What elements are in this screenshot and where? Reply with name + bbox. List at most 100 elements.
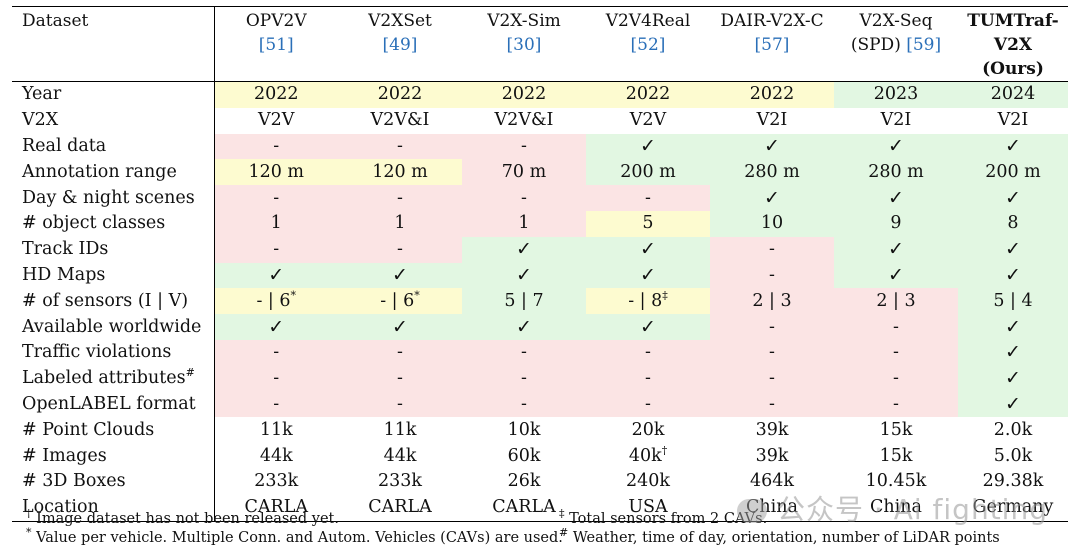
col-ref-link[interactable]: [51] bbox=[258, 35, 294, 55]
check-icon: ✓ bbox=[958, 185, 1068, 211]
table-cell: 2022 bbox=[462, 81, 586, 108]
table-cell: - bbox=[338, 391, 462, 418]
table-cell: 233k bbox=[214, 469, 338, 495]
row-label: HD Maps bbox=[12, 262, 215, 289]
table-cell: 240k bbox=[586, 469, 710, 495]
cell-value: 5 | 7 bbox=[504, 290, 544, 311]
table-cell: 464k bbox=[710, 469, 834, 495]
table-cell: - bbox=[338, 365, 462, 392]
watermark: 公众号 · Ai fighting bbox=[737, 488, 1048, 528]
cell-value: 2.0k bbox=[993, 419, 1033, 440]
table-cell: - bbox=[462, 391, 586, 418]
row-label-text: OpenLABEL format bbox=[22, 393, 196, 414]
cell-value: ✓ bbox=[392, 315, 408, 338]
check-icon: ✓ bbox=[958, 133, 1068, 160]
table-cell: 233k bbox=[338, 469, 462, 495]
cell-value: 240k bbox=[625, 471, 670, 492]
check-icon: ✓ bbox=[834, 262, 958, 289]
cell-value: 2023 bbox=[873, 84, 919, 105]
check-icon: ✓ bbox=[710, 185, 834, 211]
row-label-text: Traffic violations bbox=[22, 342, 172, 363]
cell-value: 1 bbox=[518, 213, 530, 234]
cell-value: 233k bbox=[254, 471, 299, 492]
cell-value: 2022 bbox=[253, 84, 299, 105]
cell-value: 200 m bbox=[985, 161, 1041, 182]
cell-value: ✓ bbox=[1005, 341, 1021, 364]
table-cell: 120 m bbox=[214, 159, 338, 186]
cell-value: V2V&I bbox=[494, 110, 554, 131]
col-ref-link[interactable]: [49] bbox=[382, 35, 418, 55]
table-cell: 11k bbox=[338, 417, 462, 443]
cell-value: ✓ bbox=[1005, 263, 1021, 286]
cell-value: ✓ bbox=[1005, 367, 1021, 390]
cell-value: 70 m bbox=[501, 161, 547, 182]
check-icon: ✓ bbox=[586, 314, 710, 340]
row-label-text: # object classes bbox=[22, 213, 166, 234]
cell-value: V2I bbox=[997, 110, 1029, 131]
cell-value: - bbox=[769, 368, 775, 389]
table-cell: - bbox=[214, 365, 338, 392]
cell-value: - bbox=[521, 187, 527, 208]
table-cell: V2I bbox=[710, 108, 834, 134]
cell-value: ✓ bbox=[1005, 315, 1021, 338]
row-label: Location bbox=[12, 494, 215, 522]
table-cell: - bbox=[710, 365, 834, 392]
col-ref-link[interactable]: [30] bbox=[506, 35, 542, 55]
footnote-star: * Value per vehicle. Multiple Conn. and … bbox=[26, 527, 563, 546]
cell-value: ✓ bbox=[1005, 238, 1021, 261]
cell-value: - bbox=[397, 342, 403, 363]
cell-value: - | 8 bbox=[628, 290, 663, 311]
cell-value: ✓ bbox=[888, 134, 904, 157]
col-name: V2X-Seq (SPD) bbox=[850, 11, 933, 55]
footnote-dagger: † Image dataset has not been released ye… bbox=[26, 508, 339, 527]
table-cell: 44k bbox=[214, 443, 338, 469]
cell-value: - bbox=[397, 368, 403, 389]
col-header-opv2v: OPV2V [51] bbox=[214, 7, 338, 82]
cell-value: 233k bbox=[377, 471, 422, 492]
cell-value: 2022 bbox=[377, 84, 423, 105]
table-cell: - bbox=[586, 365, 710, 392]
table-cell: 2024 bbox=[958, 81, 1068, 108]
table-cell: - bbox=[338, 339, 462, 366]
cell-value: 60k bbox=[507, 445, 541, 466]
footnote-mark: * bbox=[26, 526, 32, 540]
header-row: Dataset OPV2V [51] V2XSet [49] V2X-Sim [… bbox=[12, 6, 1068, 82]
cell-value: 464k bbox=[749, 471, 794, 492]
table-cell: 39k bbox=[710, 443, 834, 469]
cell-value: 44k bbox=[383, 445, 417, 466]
table-row: # Images 44k 44k 60k 40k† 39k 15k 5.0k bbox=[12, 443, 1068, 469]
col-ref-link[interactable]: [52] bbox=[630, 35, 666, 55]
table-cell: 70 m bbox=[462, 159, 586, 186]
col-name: V2X-Sim bbox=[487, 11, 561, 31]
row-label-text: Labeled attributes bbox=[22, 368, 186, 389]
cell-value: - | 6 bbox=[380, 290, 415, 311]
row-label-text: HD Maps bbox=[22, 264, 106, 285]
table-cell: - bbox=[710, 236, 834, 263]
check-icon: ✓ bbox=[958, 365, 1068, 392]
row-label: # Point Clouds bbox=[12, 417, 215, 444]
row-label-text: Available worldwide bbox=[22, 316, 202, 337]
footnote-text: Weather, time of day, orientation, numbe… bbox=[572, 530, 1000, 546]
table-cell: 5 | 4 bbox=[958, 288, 1068, 315]
cell-value: ✓ bbox=[516, 238, 532, 261]
cell-value: 2 | 3 bbox=[752, 290, 792, 311]
col-name: V2V4Real bbox=[605, 11, 691, 31]
table-row: Real data - - - ✓ ✓ ✓ ✓ bbox=[12, 133, 1068, 160]
cell-value: - bbox=[645, 368, 651, 389]
cell-value: - bbox=[769, 264, 775, 285]
col-header-v2xset: V2XSet [49] bbox=[338, 7, 462, 82]
table-cell: - bbox=[710, 262, 834, 289]
cell-value: - bbox=[893, 393, 899, 414]
cell-value: ✓ bbox=[1005, 392, 1021, 415]
cell-value: 11k bbox=[259, 419, 293, 440]
col-ref-link[interactable]: [59] bbox=[906, 35, 942, 55]
cell-value: - | 6 bbox=[256, 290, 291, 311]
table-row: # Point Clouds 11k 11k 10k 20k 39k 15k 2.0k bbox=[12, 417, 1068, 444]
table-row: # object classes 1 1 1 5 10 9 8 bbox=[12, 210, 1068, 237]
col-ref-link[interactable]: [57] bbox=[754, 35, 790, 55]
footnote-mark: † bbox=[26, 507, 32, 521]
check-icon: ✓ bbox=[214, 262, 338, 289]
footnote-hash: # Weather, time of day, orientation, num… bbox=[559, 527, 1000, 546]
cell-value: 39k bbox=[755, 445, 789, 466]
cell-value: USA bbox=[628, 497, 668, 518]
